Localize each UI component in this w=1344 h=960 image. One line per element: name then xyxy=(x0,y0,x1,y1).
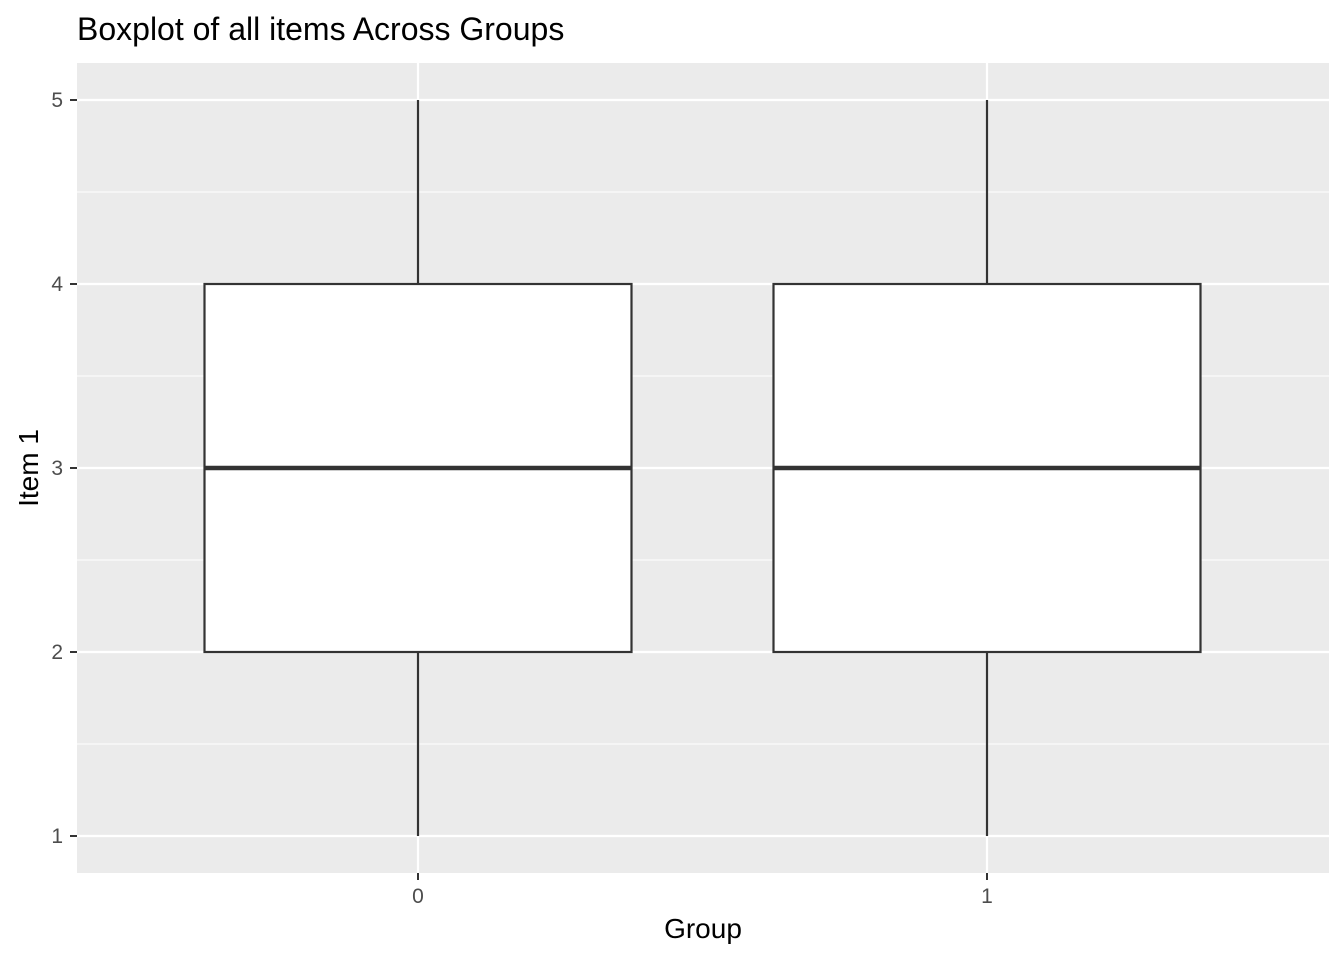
x-axis-title: Group xyxy=(664,913,742,944)
chart-title: Boxplot of all items Across Groups xyxy=(77,11,564,47)
y-tick-label: 5 xyxy=(51,89,63,112)
y-tick-label: 1 xyxy=(51,825,63,848)
y-axis-title: Item 1 xyxy=(13,429,44,507)
x-tick-label: 1 xyxy=(981,885,993,908)
y-tick-label: 2 xyxy=(51,641,63,664)
box-group-1 xyxy=(772,100,1202,836)
y-tick-label: 4 xyxy=(51,273,63,296)
y-axis: 1 2 3 4 5 xyxy=(51,89,77,848)
x-tick-label: 0 xyxy=(412,885,424,908)
box-layer xyxy=(203,100,1202,836)
box-group-0 xyxy=(203,100,633,836)
y-tick-label: 3 xyxy=(51,457,63,480)
